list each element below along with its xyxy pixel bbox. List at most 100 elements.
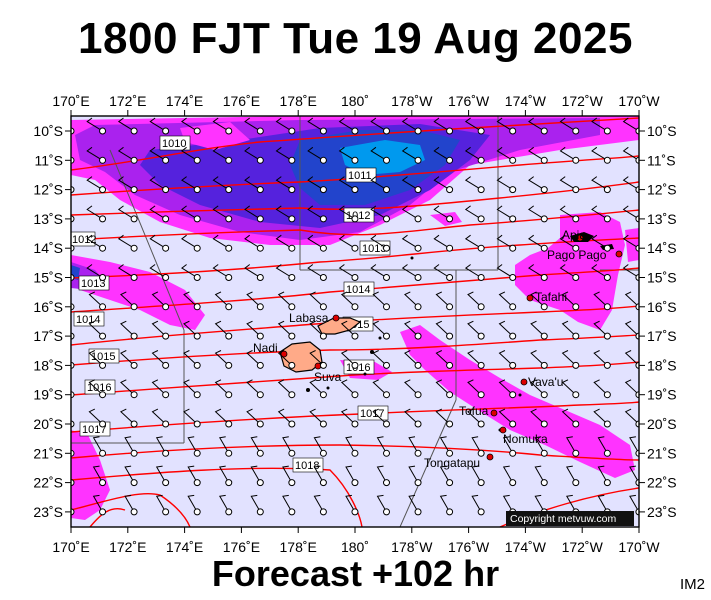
wind-barb xyxy=(433,117,454,135)
wind-barb xyxy=(117,146,138,164)
wind-barb xyxy=(534,465,548,487)
forecast-hour: Forecast +102 hr xyxy=(211,553,500,594)
lat-label: 17˚S xyxy=(647,328,677,344)
wind-barb xyxy=(120,379,138,399)
lat-label: 22˚S xyxy=(33,475,63,491)
wind-barb xyxy=(372,408,390,428)
wind-barb xyxy=(151,291,170,311)
wind-barb xyxy=(149,176,170,194)
marker-labasa xyxy=(332,314,340,322)
wind-barb xyxy=(187,436,201,457)
lon-label: 176˚W xyxy=(448,539,490,555)
isobar-label-1011: 1011 xyxy=(348,170,372,182)
lat-label: 20˚S xyxy=(647,416,677,432)
wind-barb xyxy=(71,391,75,399)
wind-barb xyxy=(591,117,611,135)
wind-barb xyxy=(151,320,170,340)
wind-barb xyxy=(467,320,485,340)
wind-barb xyxy=(338,117,359,135)
wind-barb xyxy=(214,379,233,399)
label-nadi: Nadi xyxy=(253,341,278,355)
axis-ticks xyxy=(65,110,645,533)
wind-barb xyxy=(376,494,390,516)
wind-barb xyxy=(559,234,580,252)
wind-barb xyxy=(124,465,138,487)
wind-barb xyxy=(502,465,517,487)
wind-barb xyxy=(370,146,390,164)
axis-labels: 170˚E 170˚E 172˚E 172˚E 174˚E 174˚E 176˚E 176˚E… xyxy=(33,93,676,555)
wind-barb xyxy=(370,117,390,135)
wind-barb xyxy=(435,408,454,428)
wind-barb xyxy=(219,494,233,516)
wind-barb xyxy=(244,176,264,194)
wind-barb xyxy=(591,146,611,164)
wind-barb xyxy=(435,350,454,369)
wind-barb xyxy=(307,264,327,281)
wind-barb xyxy=(214,291,233,311)
wind-barb xyxy=(71,156,75,164)
label-labasa: Labasa xyxy=(289,311,329,325)
isobar-labels: 1010 1011 1012 1012 1013 1013 1014 1014 … xyxy=(71,135,391,473)
wind-barb xyxy=(528,264,548,281)
wind-barb xyxy=(212,146,233,164)
wind-barb xyxy=(86,205,107,223)
marker-vavau xyxy=(520,378,528,386)
wind-barb xyxy=(372,379,390,399)
wind-barb xyxy=(370,264,390,281)
lon-label: 178˚W xyxy=(391,93,433,109)
lon-label: 174˚E xyxy=(166,539,203,555)
wind-barb xyxy=(313,436,327,457)
wind-barb xyxy=(282,494,296,516)
lon-label: 170˚W xyxy=(618,93,660,109)
wind-barb xyxy=(372,291,390,311)
lat-label: 11˚S xyxy=(34,152,63,168)
lat-label: 11˚S xyxy=(647,152,676,168)
wind-barb xyxy=(212,176,233,194)
wind-barb xyxy=(338,176,359,194)
lat-label: 12˚S xyxy=(33,182,63,198)
lat-label: 15˚S xyxy=(647,270,677,286)
wind-barb xyxy=(376,465,390,487)
lat-label: 12˚S xyxy=(647,182,677,198)
wind-barb xyxy=(345,494,359,516)
wind-barb xyxy=(591,264,611,281)
wind-barb xyxy=(370,234,390,252)
marker-tongatapu xyxy=(486,453,494,461)
wind-barb xyxy=(464,205,485,223)
marker-tafahi xyxy=(526,294,534,302)
wind-barb xyxy=(467,350,485,369)
wind-barb xyxy=(71,449,75,457)
image-code: IM2 xyxy=(679,576,705,593)
wind-barb xyxy=(183,408,201,428)
wind-barb xyxy=(528,117,548,135)
wind-barb xyxy=(498,379,517,399)
wind-barb xyxy=(591,234,611,252)
wind-barb xyxy=(401,146,422,164)
lat-label: 23˚S xyxy=(33,504,63,520)
wind-barb xyxy=(530,291,548,311)
lat-label: 20˚S xyxy=(33,416,63,432)
wind-barb xyxy=(246,291,264,311)
wind-barb xyxy=(464,176,485,194)
label-apia: Apia xyxy=(562,228,586,242)
lon-label: 174˚E xyxy=(166,93,203,109)
wind-barb xyxy=(244,234,264,252)
marker-apia xyxy=(576,234,584,242)
wind-barb xyxy=(86,117,107,135)
wind-barb xyxy=(370,205,390,223)
wind-barb xyxy=(187,465,201,487)
wind-barb xyxy=(530,350,548,369)
map-title: 1800 FJT Tue 19 Aug 2025 xyxy=(78,14,633,63)
wind-barb xyxy=(372,320,390,340)
wind-barb xyxy=(71,361,75,369)
wind-barb xyxy=(435,291,454,311)
wind-barb xyxy=(282,465,296,487)
wind-barb xyxy=(92,436,107,457)
wind-barb xyxy=(246,320,264,340)
wind-barb xyxy=(435,320,454,340)
label-pago-pago: Pago Pago xyxy=(547,248,607,262)
wind-barb xyxy=(120,350,138,369)
wind-barb xyxy=(183,320,201,340)
wind-barb xyxy=(593,379,611,399)
wind-barb xyxy=(401,205,422,223)
